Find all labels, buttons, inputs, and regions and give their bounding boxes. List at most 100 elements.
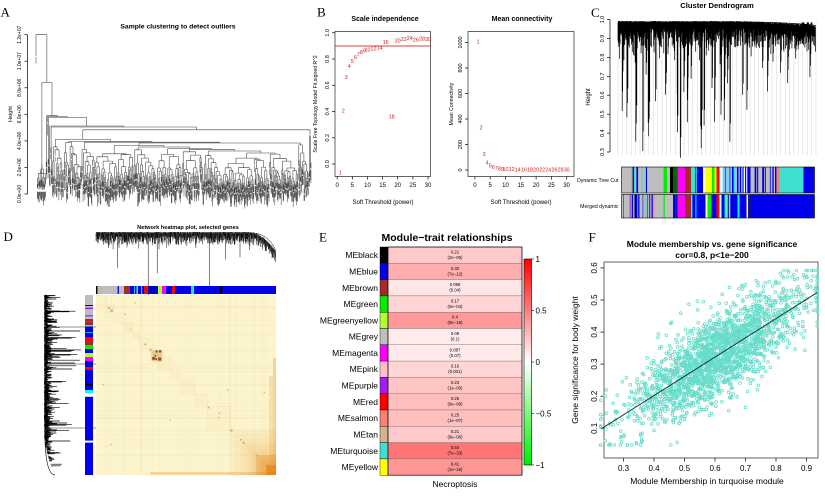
- svg-text:MEpurple: MEpurple: [342, 381, 379, 391]
- svg-text:3: 3: [345, 75, 348, 81]
- svg-text:0.6: 0.6: [590, 262, 599, 274]
- svg-text:0.0: 0.0: [325, 160, 331, 168]
- svg-text:8.0e+06: 8.0e+06: [17, 78, 23, 96]
- svg-text:0.6: 0.6: [325, 81, 331, 89]
- svg-text:200: 200: [458, 140, 464, 149]
- svg-text:0.4: 0.4: [600, 129, 606, 137]
- svg-text:15: 15: [517, 183, 524, 189]
- svg-text:9: 9: [363, 49, 366, 55]
- svg-text:MEsalmon: MEsalmon: [338, 413, 378, 423]
- svg-text:Height: Height: [8, 106, 14, 122]
- svg-text:30: 30: [425, 183, 432, 189]
- svg-text:(8e−08): (8e−08): [448, 402, 463, 407]
- svg-text:D: D: [4, 229, 13, 244]
- svg-text:−1: −1: [536, 461, 546, 470]
- svg-text:5: 5: [489, 183, 493, 189]
- svg-text:0.8: 0.8: [325, 55, 331, 63]
- svg-text:0.41: 0.41: [451, 461, 460, 466]
- svg-text:(0.07): (0.07): [449, 353, 461, 358]
- svg-text:10: 10: [502, 183, 509, 189]
- svg-text:(0.1): (0.1): [451, 337, 460, 342]
- svg-text:0.4: 0.4: [452, 315, 459, 320]
- svg-text:MEgreenyellow: MEgreenyellow: [320, 315, 379, 325]
- svg-text:20: 20: [395, 39, 401, 45]
- svg-text:1.0: 1.0: [600, 16, 606, 24]
- svg-text:0.4: 0.4: [325, 108, 331, 116]
- svg-text:0.32: 0.32: [451, 266, 460, 271]
- svg-text:22: 22: [401, 37, 407, 43]
- svg-text:8: 8: [360, 50, 363, 56]
- svg-text:MEtan: MEtan: [353, 430, 378, 440]
- svg-text:25: 25: [548, 183, 555, 189]
- svg-text:0: 0: [473, 183, 477, 189]
- svg-text:0.6: 0.6: [709, 464, 721, 473]
- svg-text:5: 5: [351, 59, 354, 65]
- svg-text:Soft Threshold (power): Soft Threshold (power): [353, 200, 414, 206]
- svg-text:Necroptosis: Necroptosis: [433, 479, 478, 489]
- svg-text:10: 10: [503, 167, 509, 173]
- svg-text:10: 10: [364, 183, 371, 189]
- svg-text:0: 0: [336, 183, 340, 189]
- svg-text:26: 26: [413, 37, 419, 43]
- svg-text:0.5: 0.5: [536, 306, 548, 315]
- svg-text:0.3: 0.3: [590, 358, 599, 370]
- svg-text:0.54: 0.54: [451, 445, 460, 450]
- svg-text:Module−trait relationships: Module−trait relationships: [382, 232, 513, 244]
- svg-text:24: 24: [545, 168, 551, 174]
- svg-text:(9e−19): (9e−19): [448, 320, 463, 325]
- svg-text:30: 30: [425, 37, 431, 43]
- svg-text:MEgrey: MEgrey: [349, 332, 379, 342]
- svg-text:2: 2: [480, 126, 483, 132]
- svg-text:(5e−04): (5e−04): [448, 304, 463, 309]
- svg-text:Dynamic Tree Cut: Dynamic Tree Cut: [577, 178, 619, 184]
- svg-text:1000: 1000: [458, 36, 464, 48]
- svg-text:5: 5: [351, 183, 355, 189]
- svg-text:1: 1: [477, 40, 480, 46]
- svg-text:(7e−12): (7e−12): [448, 271, 463, 276]
- svg-text:0.7: 0.7: [600, 72, 606, 80]
- svg-text:0.25: 0.25: [451, 413, 460, 418]
- svg-text:0.2: 0.2: [325, 134, 331, 142]
- svg-text:4.0e+06: 4.0e+06: [17, 132, 23, 150]
- svg-text:MEred: MEred: [353, 397, 378, 407]
- svg-text:Gene significance for body wei: Gene significance for body weight: [570, 296, 580, 424]
- svg-text:Cluster Dendrogram: Cluster Dendrogram: [680, 1, 754, 10]
- svg-text:0.4: 0.4: [590, 326, 599, 338]
- svg-text:1.2e+07: 1.2e+07: [17, 25, 23, 43]
- svg-text:0.098: 0.098: [450, 282, 461, 287]
- svg-text:cor=0.8, p<1e−200: cor=0.8, p<1e−200: [675, 250, 749, 260]
- svg-text:Network heatmap plot, selected: Network heatmap plot, selected genes: [137, 225, 239, 231]
- svg-text:0.3: 0.3: [600, 148, 606, 156]
- svg-text:1.0: 1.0: [325, 29, 331, 37]
- svg-text:Module membership vs. gene sig: Module membership vs. gene significance: [627, 239, 798, 249]
- svg-text:26: 26: [552, 168, 558, 174]
- svg-text:0.8: 0.8: [600, 54, 606, 62]
- svg-text:0.16: 0.16: [451, 364, 460, 369]
- svg-text:30: 30: [563, 183, 570, 189]
- svg-text:20: 20: [394, 183, 401, 189]
- svg-text:0.5: 0.5: [600, 110, 606, 118]
- svg-text:C: C: [591, 5, 600, 20]
- svg-text:Module Membership in turquoise: Module Membership in turquoise module: [630, 476, 784, 486]
- svg-text:6: 6: [492, 165, 495, 171]
- svg-text:12: 12: [509, 167, 515, 173]
- svg-text:400: 400: [458, 114, 464, 123]
- svg-text:Soft Threshold (power): Soft Threshold (power): [491, 200, 552, 206]
- svg-text:Scale Free Topology Model Fit,: Scale Free Topology Model Fit,signed R^2: [313, 55, 319, 152]
- svg-text:4: 4: [348, 64, 351, 70]
- svg-text:0.087: 0.087: [450, 347, 461, 352]
- svg-text:0: 0: [536, 358, 541, 367]
- svg-text:20: 20: [533, 168, 539, 174]
- svg-text:Height: Height: [586, 88, 592, 106]
- svg-text:F: F: [589, 230, 596, 245]
- svg-text:1.0e+07: 1.0e+07: [17, 52, 23, 70]
- svg-text:0.3: 0.3: [618, 464, 630, 473]
- svg-text:800: 800: [458, 63, 464, 72]
- svg-text:0.6: 0.6: [600, 91, 606, 99]
- svg-text:0.7: 0.7: [740, 464, 752, 473]
- svg-text:0.0e+00: 0.0e+00: [17, 185, 23, 203]
- svg-text:4: 4: [486, 161, 489, 167]
- svg-text:16: 16: [521, 167, 527, 173]
- svg-text:−0.5: −0.5: [536, 409, 552, 418]
- svg-text:A: A: [1, 5, 11, 20]
